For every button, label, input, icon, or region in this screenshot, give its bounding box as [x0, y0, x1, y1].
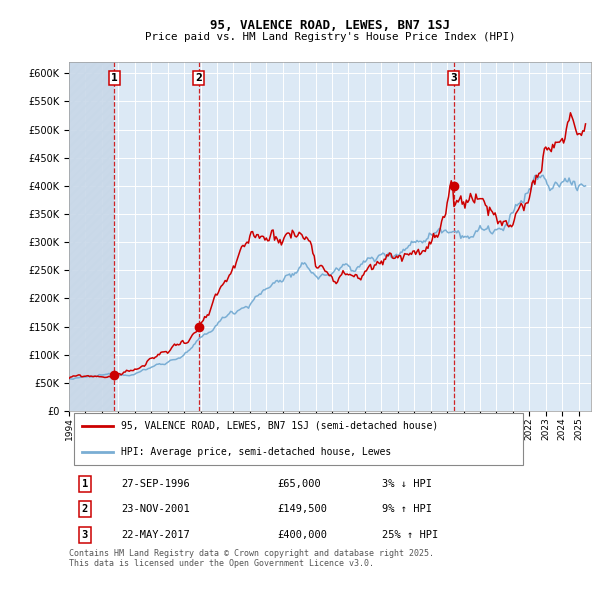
FancyBboxPatch shape: [74, 414, 523, 465]
Text: 2: 2: [82, 504, 88, 514]
Text: 3: 3: [450, 73, 457, 83]
Text: 25% ↑ HPI: 25% ↑ HPI: [382, 530, 439, 540]
Text: 23-NOV-2001: 23-NOV-2001: [121, 504, 190, 514]
Text: £65,000: £65,000: [278, 479, 322, 489]
Text: 22-MAY-2017: 22-MAY-2017: [121, 530, 190, 540]
Text: 3: 3: [82, 530, 88, 540]
Text: Price paid vs. HM Land Registry's House Price Index (HPI): Price paid vs. HM Land Registry's House …: [145, 32, 515, 42]
Text: £149,500: £149,500: [278, 504, 328, 514]
Text: Contains HM Land Registry data © Crown copyright and database right 2025.
This d: Contains HM Land Registry data © Crown c…: [69, 549, 434, 568]
Text: 95, VALENCE ROAD, LEWES, BN7 1SJ: 95, VALENCE ROAD, LEWES, BN7 1SJ: [210, 19, 450, 32]
Text: HPI: Average price, semi-detached house, Lewes: HPI: Average price, semi-detached house,…: [121, 447, 391, 457]
Text: 1: 1: [110, 73, 118, 83]
Text: 1: 1: [82, 479, 88, 489]
Text: £400,000: £400,000: [278, 530, 328, 540]
Text: 27-SEP-1996: 27-SEP-1996: [121, 479, 190, 489]
Text: 9% ↑ HPI: 9% ↑ HPI: [382, 504, 432, 514]
Text: 95, VALENCE ROAD, LEWES, BN7 1SJ (semi-detached house): 95, VALENCE ROAD, LEWES, BN7 1SJ (semi-d…: [121, 421, 439, 431]
Text: 3% ↓ HPI: 3% ↓ HPI: [382, 479, 432, 489]
Text: 2: 2: [196, 73, 202, 83]
Bar: [69, 62, 114, 411]
